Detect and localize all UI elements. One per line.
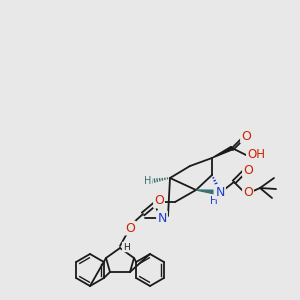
Text: H: H xyxy=(144,176,152,186)
Text: N: N xyxy=(215,187,225,200)
Text: H: H xyxy=(214,187,222,197)
Text: O: O xyxy=(125,221,135,235)
Polygon shape xyxy=(196,190,214,194)
Text: H: H xyxy=(210,196,218,206)
Text: O: O xyxy=(243,164,253,176)
Text: OH: OH xyxy=(247,148,265,161)
Text: N: N xyxy=(157,212,167,224)
Text: O: O xyxy=(241,130,251,142)
Text: H: H xyxy=(123,242,129,251)
Text: O: O xyxy=(154,194,164,208)
Text: N: N xyxy=(215,185,225,199)
Polygon shape xyxy=(212,146,233,158)
Text: N: N xyxy=(157,212,167,224)
Text: O: O xyxy=(243,187,253,200)
